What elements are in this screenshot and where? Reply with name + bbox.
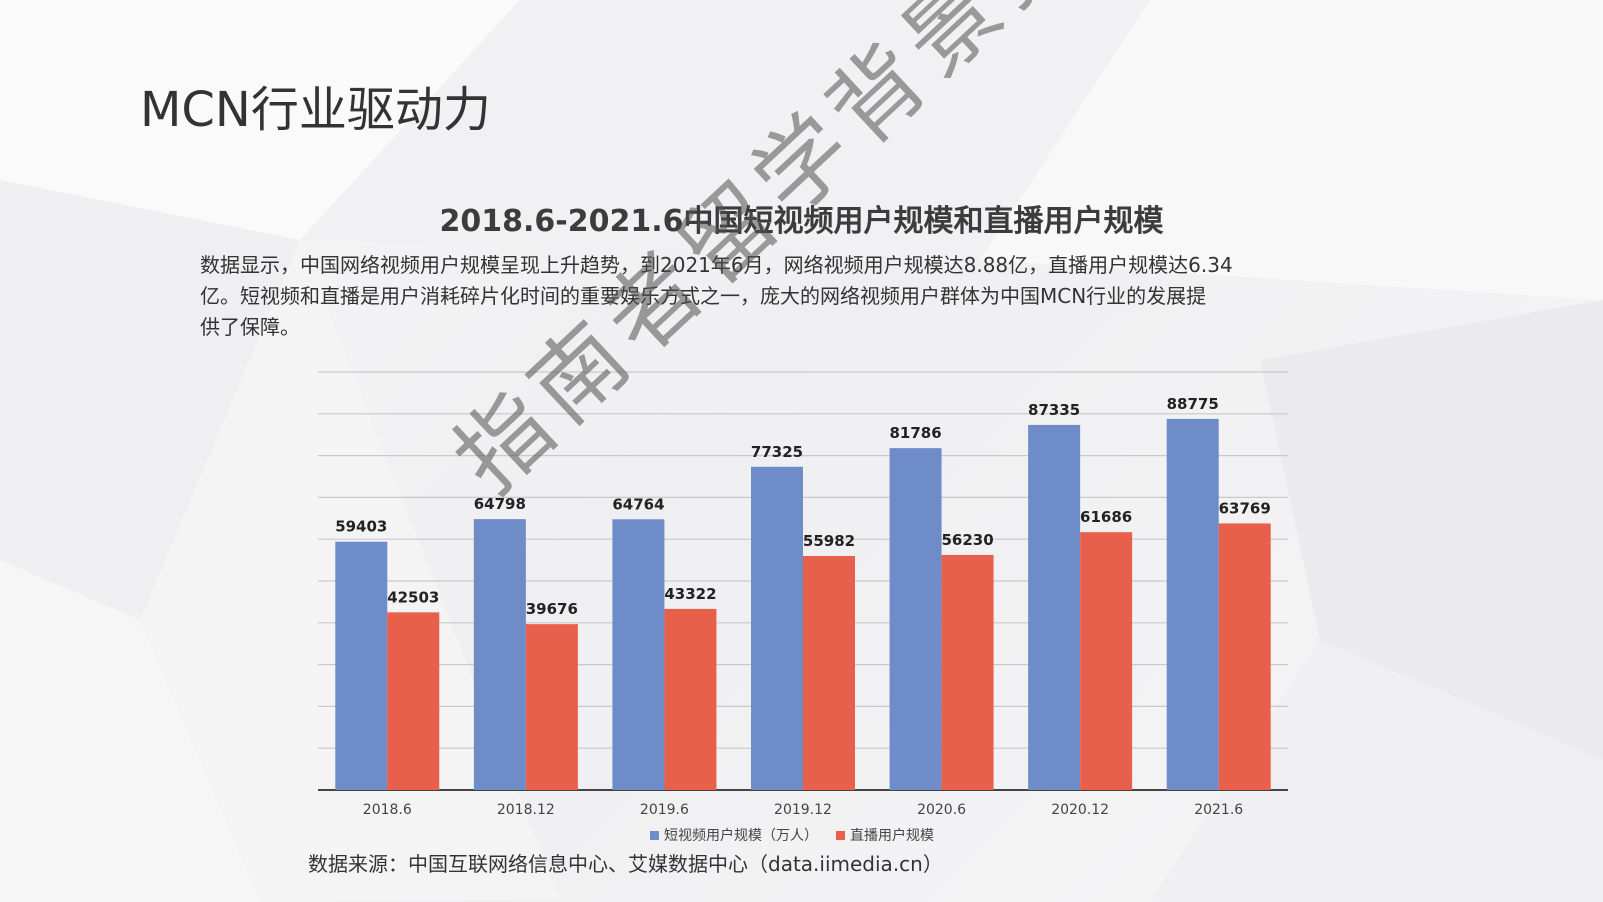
description: 数据显示，中国网络视频用户规模呈现上升趋势，到2021年6月，网络视频用户规模达… bbox=[200, 250, 1380, 343]
legend-label: 短视频用户规模（万人） bbox=[664, 827, 818, 844]
bar-live bbox=[803, 555, 855, 790]
bar-short-video bbox=[473, 519, 526, 790]
x-tick-label: 2019.12 bbox=[774, 802, 832, 818]
x-tick-label: 2018.6 bbox=[363, 802, 412, 818]
bar-live bbox=[387, 612, 440, 790]
page-title: MCN行业驱动力 bbox=[140, 82, 491, 138]
data-label: 77325 bbox=[751, 443, 803, 461]
data-label: 81786 bbox=[889, 424, 941, 442]
data-label: 64798 bbox=[474, 495, 526, 513]
data-label: 63769 bbox=[1219, 499, 1271, 517]
bar-short-video bbox=[1166, 418, 1219, 790]
bar-short-video bbox=[751, 466, 803, 790]
description-line: 供了保障。 bbox=[200, 315, 300, 339]
x-tick-label: 2019.6 bbox=[640, 802, 689, 818]
data-label: 87335 bbox=[1028, 401, 1080, 419]
x-tick-label: 2018.12 bbox=[497, 802, 555, 818]
legend-swatch bbox=[650, 831, 659, 840]
bar-live bbox=[1218, 523, 1271, 790]
x-tick-label: 2021.6 bbox=[1194, 802, 1243, 818]
bar-live bbox=[525, 624, 578, 790]
bar-short-video bbox=[612, 519, 665, 790]
legend-label: 直播用户规模 bbox=[850, 827, 934, 844]
description-line: 数据显示，中国网络视频用户规模呈现上升趋势，到2021年6月，网络视频用户规模达… bbox=[200, 253, 1233, 277]
data-label: 61686 bbox=[1080, 508, 1132, 526]
data-label: 59403 bbox=[335, 518, 387, 536]
data-label: 42503 bbox=[387, 588, 439, 606]
source-note: 数据来源：中国互联网络信息中心、艾媒数据中心（data.iimedia.cn） bbox=[308, 852, 943, 876]
data-label: 55982 bbox=[803, 532, 855, 550]
bar-short-video bbox=[1028, 424, 1081, 790]
chart-title: 2018.6-2021.6中国短视频用户规模和直播用户规模 bbox=[439, 204, 1164, 239]
x-tick-label: 2020.12 bbox=[1051, 802, 1109, 818]
legend-swatch bbox=[836, 831, 845, 840]
bar-live bbox=[664, 608, 717, 790]
data-label: 64764 bbox=[612, 495, 664, 513]
bar-short-video bbox=[335, 541, 388, 790]
data-label: 56230 bbox=[941, 531, 993, 549]
description-line: 亿。短视频和直播是用户消耗碎片化时间的重要娱乐方式之一，庞大的网络视频用户群体为… bbox=[200, 284, 1207, 308]
data-label: 39676 bbox=[526, 600, 578, 618]
x-tick-label: 2020.6 bbox=[917, 802, 966, 818]
data-label: 43322 bbox=[664, 585, 716, 603]
bar-live bbox=[1080, 532, 1133, 790]
bar-short-video bbox=[889, 448, 942, 790]
bar-live bbox=[941, 554, 994, 790]
data-label: 88775 bbox=[1167, 395, 1219, 413]
